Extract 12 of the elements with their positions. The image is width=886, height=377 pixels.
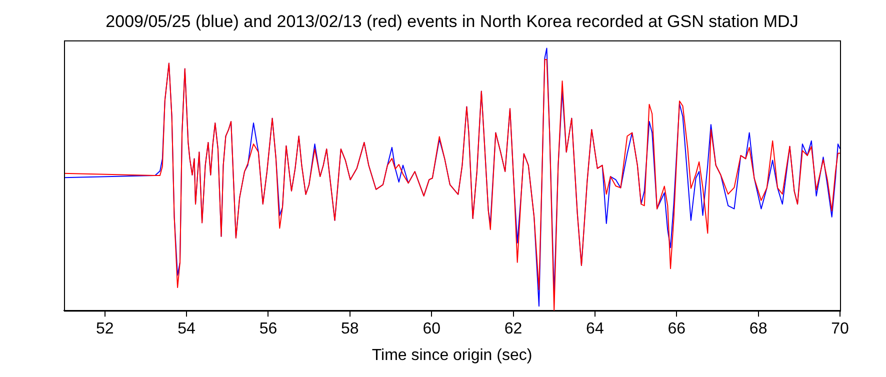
x-tick-label: 60	[422, 320, 441, 338]
chart-title: 2009/05/25 (blue) and 2013/02/13 (red) events in North Korea recorded at GSN station MDJ	[106, 12, 798, 31]
x-tick-label: 68	[749, 320, 768, 338]
x-tick-label: 66	[668, 320, 686, 338]
x-tick-label: 64	[586, 320, 604, 338]
x-tick-label: 58	[340, 320, 359, 338]
x-tick-label: 54	[178, 320, 196, 338]
x-axis-title: Time since origin (sec)	[372, 346, 532, 364]
x-tick-label: 62	[504, 320, 522, 338]
x-tick-label: 70	[831, 320, 849, 338]
x-tick-label: 56	[259, 320, 278, 338]
x-tick-label: 52	[96, 320, 114, 338]
